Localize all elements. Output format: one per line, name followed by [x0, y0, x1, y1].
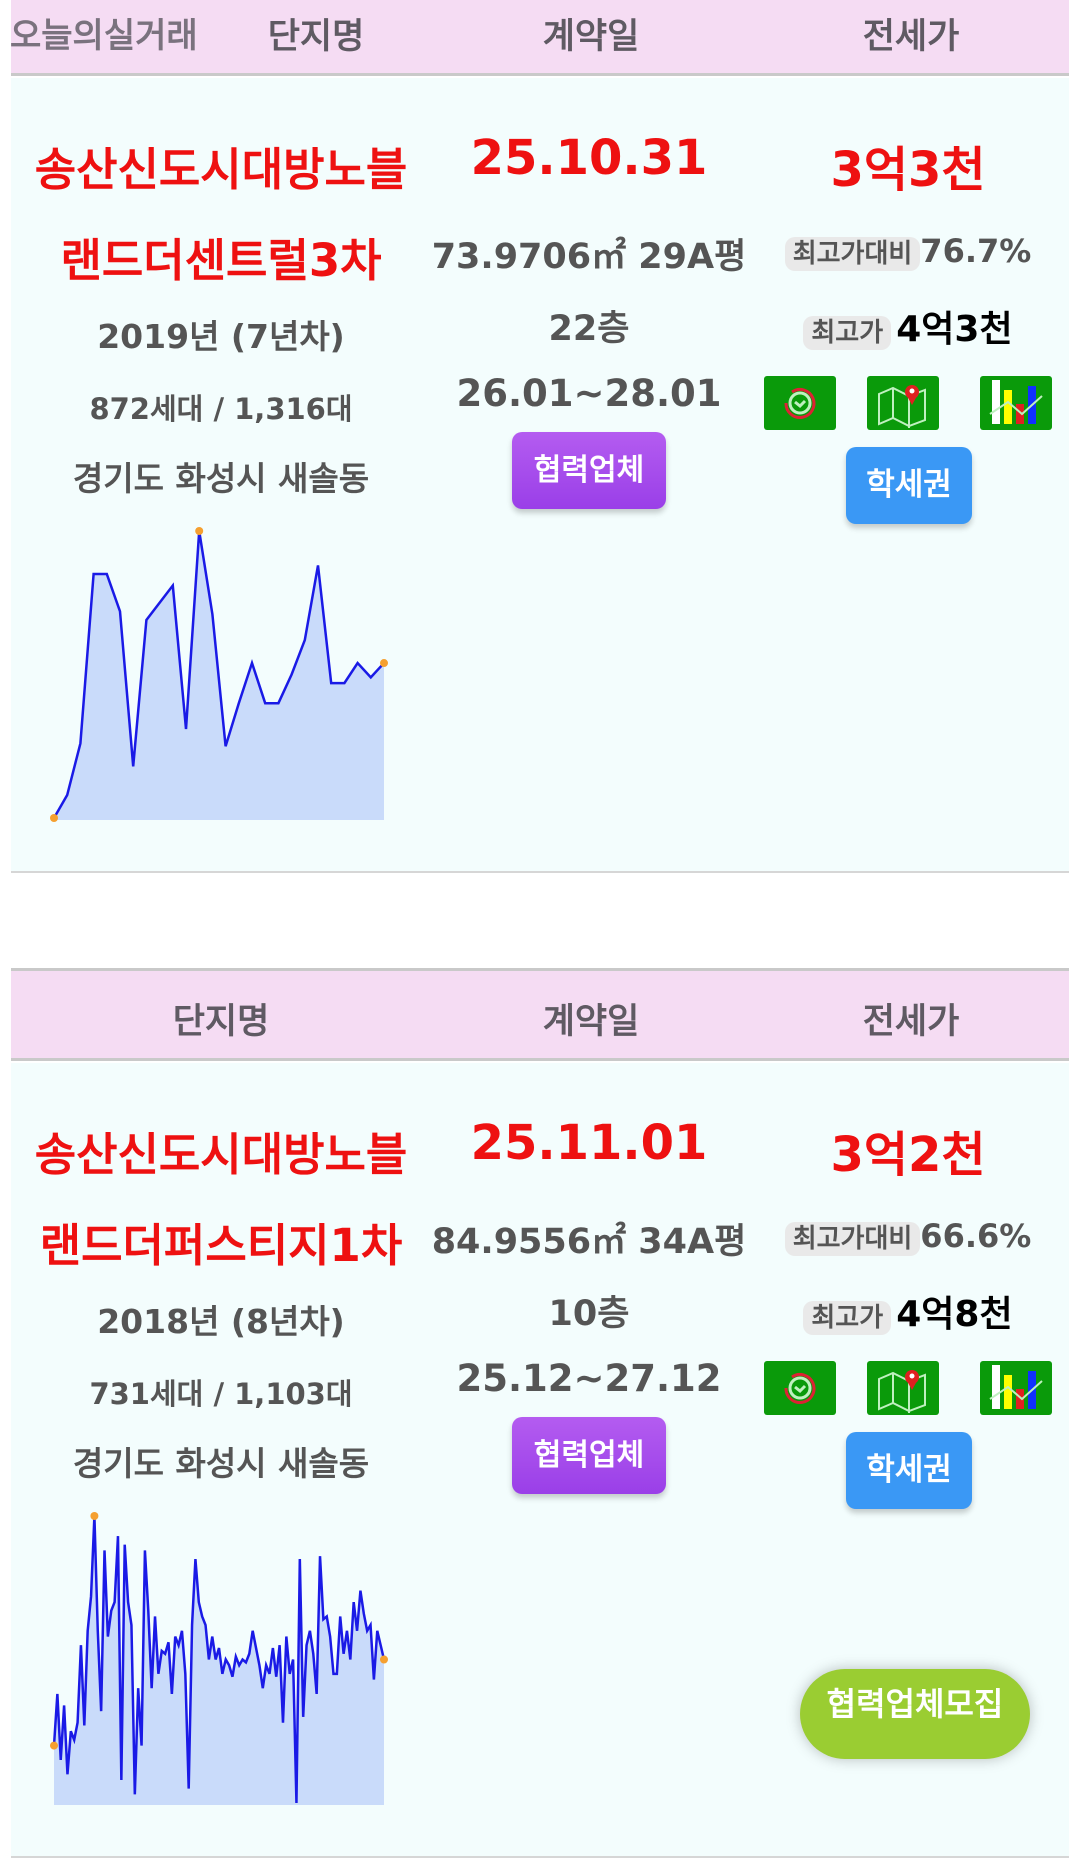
overlay-label: 오늘의실거래 [10, 16, 198, 56]
sparkline-area [54, 531, 384, 820]
header-name: 단지명 [172, 1002, 270, 1042]
sparkline-marker [50, 814, 58, 822]
partner-button[interactable]: 협력업체 [512, 432, 666, 509]
max-ratio: 최고가대비 76.7% [758, 232, 1058, 271]
recruit-partners-button[interactable]: 협력업체모집 [800, 1669, 1030, 1759]
header-date: 계약일 [542, 17, 640, 57]
max-ratio: 최고가대비 66.6% [758, 1217, 1058, 1256]
complex-name-line2[interactable]: 랜드더퍼스티지1차 [39, 1219, 403, 1272]
lease-period: 26.01~28.01 [456, 372, 722, 415]
contract-date: 25.11.01 [470, 1115, 708, 1171]
jeonse-price: 3억3천 [830, 142, 986, 198]
school-district-button[interactable]: 학세권 [846, 447, 972, 524]
bar-chart-icon[interactable] [980, 1361, 1052, 1415]
area: 84.9556㎡ 34A평 [431, 1222, 747, 1262]
max-ratio-value: 76.7% [920, 232, 1032, 270]
max-price: 최고가 4억3천 [758, 300, 1058, 352]
header-name: 단지명 [267, 17, 365, 57]
history-clock-icon[interactable] [764, 376, 836, 430]
sparkline-marker [90, 1512, 99, 1520]
table-header: 단지명 계약일 전세가 [11, 968, 1069, 1061]
max-price: 최고가 4억8천 [758, 1285, 1058, 1337]
map-pin-icon[interactable] [867, 376, 939, 430]
sparkline-marker [380, 659, 388, 668]
listing-body: 송산신도시대방노블 랜드더센트럴3차 2019년 (7년차) 872세대 / 1… [11, 78, 1069, 873]
school-district-button[interactable]: 학세권 [846, 1432, 972, 1509]
max-price-value: 4억8천 [896, 1294, 1013, 1335]
map-pin-icon[interactable] [867, 1361, 939, 1415]
complex-name-line2[interactable]: 랜드더센트럴3차 [60, 234, 382, 287]
header-date: 계약일 [542, 1002, 640, 1042]
households: 872세대 / 1,316대 [89, 392, 353, 426]
max-price-value: 4억3천 [896, 309, 1013, 350]
floor: 22층 [548, 309, 630, 349]
households: 731세대 / 1,103대 [89, 1377, 353, 1411]
area: 73.9706㎡ 29A평 [431, 237, 747, 277]
price-sparkline [50, 1512, 388, 1805]
listing-card: 단지명 계약일 전세가 송산신도시대방노블 랜드더센트럴3차 2019년 (7년… [11, 0, 1069, 873]
complex-name-line1[interactable]: 송산신도시대방노블 [34, 143, 408, 196]
jeonse-price: 3억2천 [830, 1127, 986, 1183]
contract-date: 25.10.31 [470, 130, 708, 186]
header-price: 전세가 [862, 1002, 960, 1042]
max-ratio-label: 최고가대비 [784, 1222, 921, 1256]
address: 경기도 화성시 새솔동 [72, 1444, 370, 1483]
max-ratio-label: 최고가대비 [784, 237, 921, 271]
sparkline-marker [380, 1655, 388, 1664]
lease-period: 25.12~27.12 [456, 1357, 722, 1400]
table-header: 단지명 계약일 전세가 [11, 0, 1069, 76]
price-sparkline [50, 527, 388, 822]
max-ratio-value: 66.6% [920, 1217, 1032, 1255]
sparkline-line [52, 1515, 386, 1804]
build-year: 2019년 (7년차) [97, 317, 345, 356]
floor: 10층 [548, 1294, 630, 1334]
partner-button[interactable]: 협력업체 [512, 1417, 666, 1494]
header-price: 전세가 [862, 17, 960, 57]
history-clock-icon[interactable] [764, 1361, 836, 1415]
build-year: 2018년 (8년차) [97, 1302, 345, 1341]
complex-name-line1[interactable]: 송산신도시대방노블 [34, 1128, 408, 1181]
sparkline-marker [195, 527, 204, 535]
bar-chart-icon[interactable] [980, 376, 1052, 430]
max-price-label: 최고가 [803, 316, 892, 350]
sparkline-line [52, 530, 385, 819]
address: 경기도 화성시 새솔동 [72, 459, 370, 498]
sparkline-marker [50, 1741, 58, 1750]
max-price-label: 최고가 [803, 1301, 892, 1335]
